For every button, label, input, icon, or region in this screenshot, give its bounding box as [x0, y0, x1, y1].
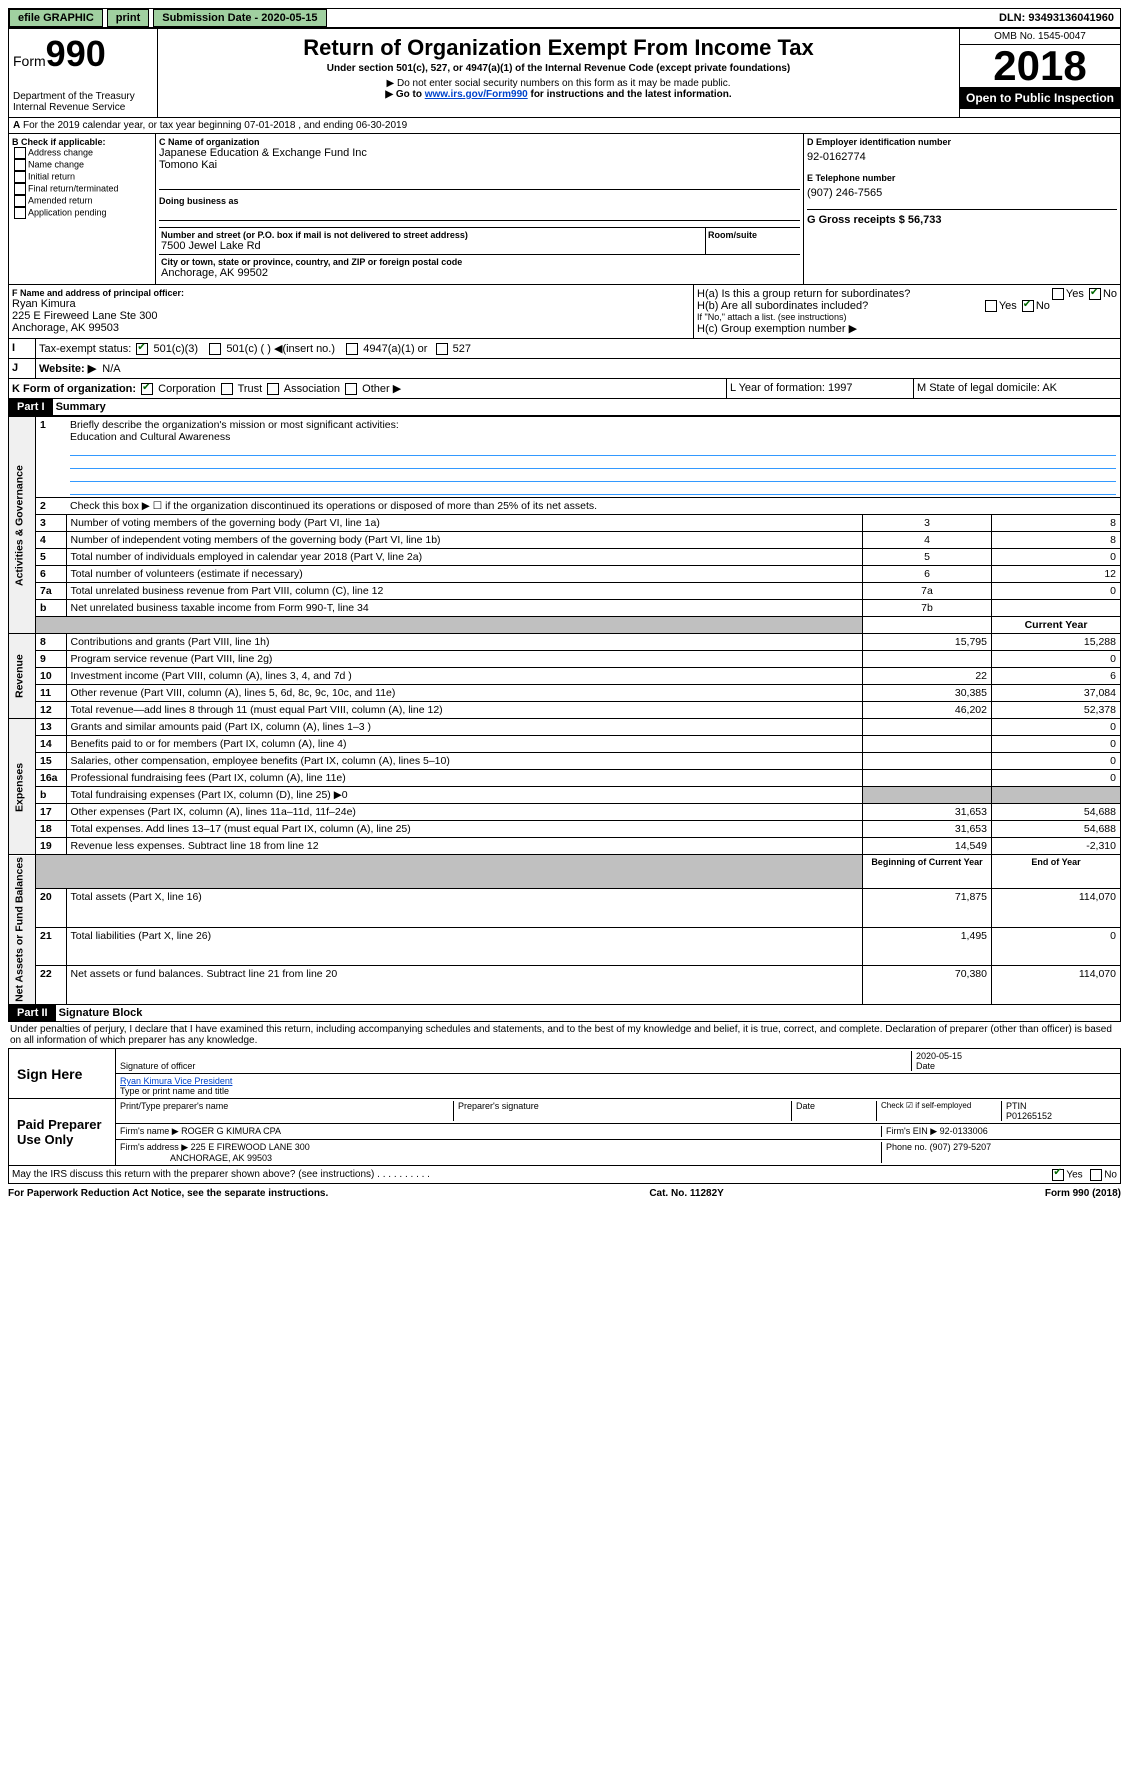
firm-address-1: 225 E FIREWOOD LANE 300 [191, 1142, 310, 1152]
paid-preparer-label: Paid Preparer Use Only [9, 1099, 116, 1165]
line4-value: 8 [992, 532, 1121, 549]
check-address-change[interactable]: Address change [12, 147, 152, 159]
state-domicile: M State of legal domicile: AK [914, 379, 1120, 398]
sign-here-label: Sign Here [9, 1049, 116, 1098]
website-value: N/A [102, 363, 120, 375]
check-527[interactable] [436, 343, 448, 355]
dept-label: Department of the Treasury [13, 91, 153, 102]
form-title: Return of Organization Exempt From Incom… [162, 35, 955, 61]
note-goto: ▶ Go to www.irs.gov/Form990 for instruct… [162, 89, 955, 100]
org-city: Anchorage, AK 99502 [161, 267, 798, 279]
org-street: 7500 Jewel Lake Rd [161, 240, 703, 252]
firm-address-2: ANCHORAGE, AK 99503 [170, 1153, 272, 1163]
group-revenue: Revenue [9, 634, 36, 719]
col-beginning-year: Beginning of Current Year [863, 855, 992, 889]
self-employed-check[interactable]: Check ☑ if self-employed [876, 1101, 1001, 1121]
check-amended-return[interactable]: Amended return [12, 195, 152, 207]
form-header: Form990 Department of the Treasury Inter… [8, 28, 1121, 118]
officer-group-block: F Name and address of principal officer:… [8, 285, 1121, 339]
check-final-return[interactable]: Final return/terminated [12, 183, 152, 195]
print-button[interactable]: print [107, 9, 149, 27]
discuss-no[interactable] [1090, 1169, 1102, 1181]
check-501c3[interactable] [136, 343, 148, 355]
ein-value: 92-0162774 [807, 151, 1117, 163]
check-application-pending[interactable]: Application pending [12, 207, 152, 219]
box-k-l-m: K Form of organization: Corporation Trus… [8, 379, 1121, 399]
perjury-statement: Under penalties of perjury, I declare th… [8, 1022, 1121, 1048]
dln-label: DLN: 93493136041960 [999, 12, 1120, 24]
check-other[interactable] [345, 383, 357, 395]
org-name-2: Tomono Kai [159, 159, 800, 171]
identity-block: B Check if applicable: Address change Na… [8, 134, 1121, 285]
box-j-website: J Website: ▶ N/A [8, 359, 1121, 379]
line-2-discontinued: Check this box ▶ ☐ if the organization d… [66, 498, 1121, 515]
check-4947[interactable] [346, 343, 358, 355]
signature-block: Sign Here Signature of officer 2020-05-1… [8, 1048, 1121, 1166]
col-prior-year [863, 617, 992, 634]
firm-name: ROGER G KIMURA CPA [181, 1126, 281, 1136]
tax-year: 2018 [960, 45, 1120, 87]
h-c-exemption: H(c) Group exemption number ▶ [697, 322, 1117, 335]
box-i-tax-exempt: I Tax-exempt status: 501(c)(3) 501(c) ( … [8, 339, 1121, 359]
line5-value: 0 [992, 549, 1121, 566]
h-b-subordinates: H(b) Are all subordinates included? Yes … [697, 300, 1117, 312]
check-name-change[interactable]: Name change [12, 159, 152, 171]
form-number: Form990 [13, 33, 153, 75]
check-501c[interactable] [209, 343, 221, 355]
summary-table: Activities & Governance 1 Briefly descri… [8, 416, 1121, 1005]
section-a-tax-year: A For the 2019 calendar year, or tax yea… [8, 118, 1121, 134]
officer-addr1: 225 E Fireweed Lane Ste 300 [12, 310, 690, 322]
check-corporation[interactable] [141, 383, 153, 395]
mission-text: Education and Cultural Awareness [70, 431, 230, 443]
discuss-with-preparer: May the IRS discuss this return with the… [8, 1166, 1121, 1184]
firm-ein: 92-0133006 [940, 1126, 988, 1136]
line7b-value [992, 600, 1121, 617]
part-ii-header: Part II [9, 1005, 56, 1021]
gross-receipts: G Gross receipts $ 56,733 [807, 214, 942, 226]
part-i-header: Part I [9, 399, 53, 415]
discuss-yes[interactable] [1052, 1169, 1064, 1181]
ptin-value: P01265152 [1006, 1111, 1052, 1121]
top-toolbar: efile GRAPHIC print Submission Date - 20… [8, 8, 1121, 28]
org-name-1: Japanese Education & Exchange Fund Inc [159, 147, 800, 159]
part-ii-title: Signature Block [59, 1007, 143, 1019]
submission-date-button[interactable]: Submission Date - 2020-05-15 [153, 9, 326, 27]
firm-phone: (907) 279-5207 [930, 1142, 992, 1152]
check-association[interactable] [267, 383, 279, 395]
phone-value: (907) 246-7565 [807, 187, 1117, 199]
check-initial-return[interactable]: Initial return [12, 171, 152, 183]
irs-label: Internal Revenue Service [13, 102, 153, 113]
col-end-year: End of Year [992, 855, 1121, 889]
officer-signature-name[interactable]: Ryan Kimura Vice President [120, 1076, 232, 1086]
box-d-e-g: D Employer identification number 92-0162… [804, 134, 1120, 284]
form-subtitle: Under section 501(c), 527, or 4947(a)(1)… [162, 63, 955, 74]
officer-addr2: Anchorage, AK 99503 [12, 322, 690, 334]
group-expenses: Expenses [9, 719, 36, 855]
group-governance: Activities & Governance [9, 417, 36, 634]
col-current-year: Current Year [992, 617, 1121, 634]
note-no-ssn: ▶ Do not enter social security numbers o… [162, 78, 955, 89]
group-net-assets: Net Assets or Fund Balances [9, 855, 36, 1005]
form990-link[interactable]: www.irs.gov/Form990 [425, 89, 528, 100]
box-c-org-info: C Name of organization Japanese Educatio… [156, 134, 804, 284]
h-b-note: If "No," attach a list. (see instruction… [697, 312, 1117, 322]
open-public-badge: Open to Public Inspection [960, 87, 1120, 109]
page-footer: For Paperwork Reduction Act Notice, see … [8, 1184, 1121, 1199]
efile-button[interactable]: efile GRAPHIC [9, 9, 103, 27]
line7a-value: 0 [992, 583, 1121, 600]
h-a-group-return: H(a) Is this a group return for subordin… [697, 288, 1117, 300]
check-trust[interactable] [221, 383, 233, 395]
part-i-title: Summary [56, 401, 106, 413]
year-formation: L Year of formation: 1997 [727, 379, 914, 398]
line6-value: 12 [992, 566, 1121, 583]
officer-name: Ryan Kimura [12, 298, 690, 310]
line3-value: 8 [992, 515, 1121, 532]
box-b-check-applicable: B Check if applicable: Address change Na… [9, 134, 156, 284]
